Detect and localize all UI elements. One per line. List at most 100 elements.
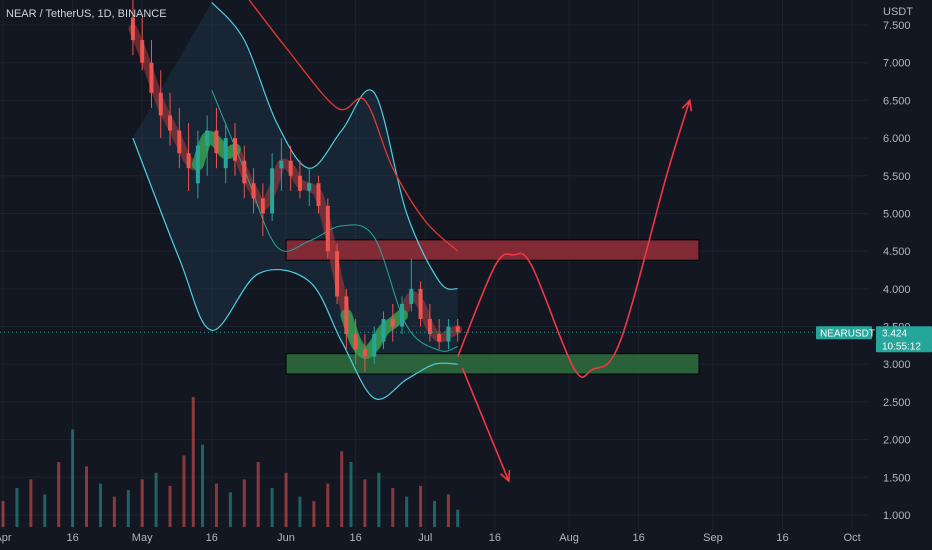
volume-bar — [340, 451, 344, 527]
volume-bar — [377, 472, 381, 527]
time-tick-label: Sep — [703, 532, 723, 544]
time-tick-label: 16 — [489, 532, 501, 544]
price-tick-label: 4.000 — [883, 284, 911, 296]
volume-bar — [154, 472, 158, 527]
volume-bar — [419, 485, 423, 527]
candle-body — [288, 160, 293, 176]
volume-bar — [446, 494, 450, 527]
volume-bar — [43, 494, 47, 527]
middle-band-line — [211, 90, 458, 352]
candle-body — [372, 334, 377, 357]
volume-bar — [242, 479, 246, 527]
price-axis-unit: USDT — [883, 6, 913, 18]
price-tick-label: 5.500 — [883, 171, 911, 183]
candle-body — [251, 183, 256, 199]
band-fill — [132, 2, 458, 400]
projection-up-path[interactable] — [456, 100, 691, 378]
candle-body — [205, 130, 210, 146]
lower-band-line — [132, 137, 458, 400]
time-tick-label: 16 — [66, 532, 78, 544]
candle-body — [307, 183, 312, 191]
volume-bar — [312, 501, 316, 527]
candle-body — [335, 251, 340, 297]
time-tick-label: Oct — [844, 532, 861, 544]
bollinger-band-fill — [132, 2, 458, 400]
projection-down-arrowhead — [500, 470, 511, 483]
volume-bar — [228, 492, 232, 527]
candle-body — [400, 303, 405, 327]
last-price-tags: NEARUSDT 3.424 10:55:12 — [816, 326, 932, 353]
price-tag-background — [876, 326, 932, 353]
upper-band-line — [211, 2, 458, 290]
time-tick-label: 16 — [350, 532, 362, 544]
volume-bar — [256, 462, 260, 527]
time-tick-label: May — [132, 532, 153, 544]
candle-body — [140, 40, 145, 63]
indicator-lines — [132, 0, 459, 400]
candle-body — [437, 334, 442, 342]
volume-bar — [433, 501, 437, 527]
time-tick-label: 16 — [206, 532, 218, 544]
time-tick-label: 16 — [776, 532, 788, 544]
volume-bar — [57, 462, 61, 527]
price-tick-label: 1.500 — [883, 472, 911, 484]
candle-body — [130, 17, 135, 41]
time-tick-label: Jun — [277, 532, 295, 544]
projection-drawings[interactable] — [456, 98, 693, 483]
candle-body — [427, 319, 432, 335]
projection-up-arrowhead — [681, 98, 693, 112]
projection-down-line[interactable] — [461, 367, 510, 482]
price-tick-label: 5.000 — [883, 208, 911, 220]
volume-bar — [126, 490, 130, 527]
candle-body — [186, 153, 191, 169]
resistance-zone[interactable] — [285, 239, 700, 261]
candle-body — [316, 183, 321, 206]
candle-body — [223, 138, 228, 169]
candle-body — [214, 130, 219, 154]
volume-bar — [140, 479, 144, 527]
price-tick-label: 7.000 — [883, 58, 911, 70]
volume-bar — [201, 444, 205, 527]
candle-body — [409, 288, 414, 304]
candle-body — [149, 62, 154, 93]
last-price-value: 3.424 — [882, 328, 907, 339]
symbol-tag-label: NEARUSDT — [820, 328, 875, 339]
candles — [130, 0, 460, 372]
time-tick-label: Jul — [418, 532, 432, 544]
volume-bar — [363, 479, 367, 527]
volume-bar — [405, 496, 409, 527]
long-moving-average-line — [248, 0, 459, 252]
candle-body — [168, 115, 173, 131]
price-axis[interactable]: USDT 7.500 7.000 6.500 6.000 5.500 5.000 4.500 4… — [883, 6, 913, 522]
volume-bars — [1, 397, 460, 527]
support-zone[interactable] — [285, 353, 700, 375]
volume-bar — [1, 501, 5, 527]
candle-body — [279, 160, 284, 169]
time-tick-label: Apr — [0, 532, 12, 544]
bar-countdown: 10:55:12 — [882, 341, 921, 352]
volume-bar — [391, 488, 395, 527]
time-axis[interactable]: Apr 16 May 16 Jun 16 Jul 16 Aug 16 Sep 16 Oct — [0, 532, 861, 544]
candle-body — [260, 198, 265, 214]
candle-body — [353, 334, 358, 350]
candle-body — [446, 326, 451, 342]
price-tick-label: 4.500 — [883, 246, 911, 258]
volume-bar — [284, 472, 288, 527]
price-tick-label: 6.500 — [883, 95, 911, 107]
time-tick-label: 16 — [633, 532, 645, 544]
candle-body — [242, 160, 247, 184]
volume-bar — [85, 466, 89, 527]
volume-bar — [214, 483, 218, 527]
candle-body — [381, 319, 386, 342]
volume-bar — [29, 479, 33, 527]
volume-bar — [71, 429, 75, 527]
price-tick-label: 2.000 — [883, 435, 911, 447]
candle-body — [362, 349, 367, 357]
volume-bar — [168, 485, 172, 527]
volume-bar — [349, 462, 353, 527]
volume-bar — [191, 397, 195, 527]
price-tick-label: 6.000 — [883, 133, 911, 145]
